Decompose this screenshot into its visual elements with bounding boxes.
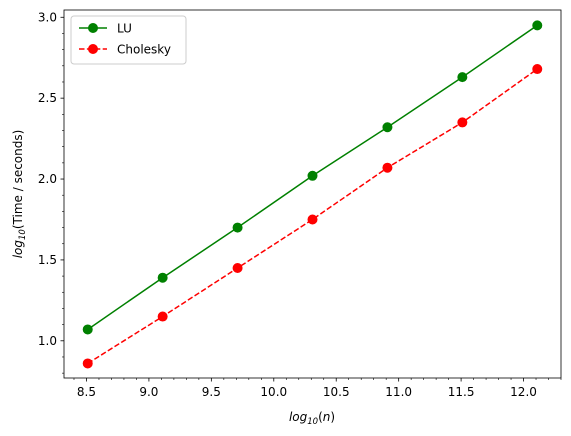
- data-point-0-0: [82, 324, 93, 335]
- x-tick-label-5: 11.0: [385, 385, 412, 399]
- data-point-1-2: [232, 263, 243, 274]
- axes-frame: [63, 9, 562, 379]
- x-tick-label-6: 11.5: [448, 385, 475, 399]
- y-tick-label-2: 2.0: [38, 172, 57, 186]
- data-point-0-6: [532, 20, 543, 31]
- x-axis-label: log10(n): [289, 410, 335, 427]
- x-tick-label-3: 10.0: [260, 385, 287, 399]
- data-point-1-4: [382, 162, 393, 173]
- y-tick-label-0: 1.0: [38, 334, 57, 348]
- data-point-1-3: [307, 214, 318, 225]
- data-point-0-5: [457, 72, 468, 83]
- data-point-1-1: [157, 311, 168, 322]
- x-tick-label-0: 8.5: [77, 385, 96, 399]
- legend-marker-0: [88, 23, 98, 33]
- y-axis-label: log10(Time / seconds): [11, 130, 28, 259]
- data-point-0-3: [307, 170, 318, 181]
- legend-marker-1: [88, 44, 98, 54]
- series-layer: [82, 20, 543, 369]
- y-tick-label-1: 1.5: [38, 253, 57, 267]
- data-point-1-0: [82, 358, 93, 369]
- x-tick-label-2: 9.5: [202, 385, 221, 399]
- x-tick-label-4: 10.5: [323, 385, 350, 399]
- y-tick-label-3: 2.5: [38, 91, 57, 105]
- x-tick-label-7: 12.0: [510, 385, 537, 399]
- data-point-0-4: [382, 122, 393, 133]
- legend: LU Cholesky: [70, 15, 187, 65]
- data-point-1-5: [457, 117, 468, 128]
- legend-label-1: Cholesky: [117, 43, 171, 57]
- data-point-0-2: [232, 222, 243, 233]
- axes-layer: 8.5 9.0 9.5 10.0 10.5 11.0 11.5 12.0 1.0 1.5 2.0 2.…: [38, 9, 562, 399]
- x-tick-label-1: 9.0: [139, 385, 158, 399]
- data-point-0-1: [157, 272, 168, 283]
- data-point-1-6: [532, 64, 543, 75]
- legend-label-0: LU: [117, 22, 132, 36]
- plot-area: [64, 10, 561, 378]
- y-tick-label-4: 3.0: [38, 10, 57, 24]
